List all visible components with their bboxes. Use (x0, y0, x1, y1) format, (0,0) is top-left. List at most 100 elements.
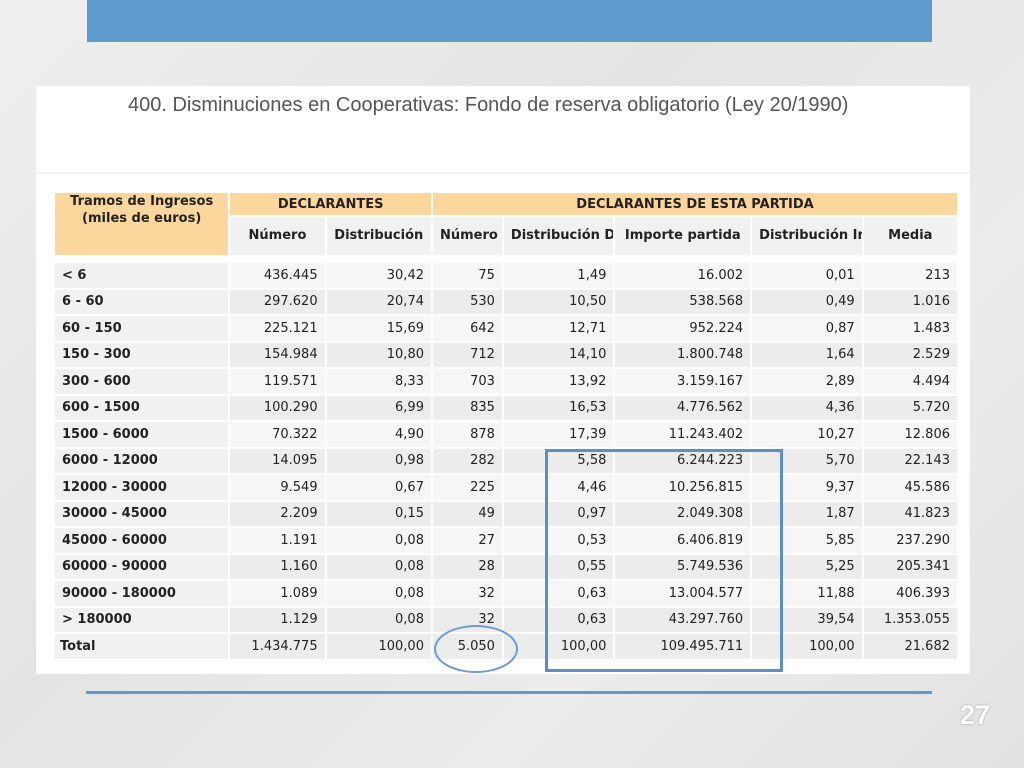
cell-numero2: 75 (432, 263, 502, 288)
cell-importe: 2.049.308 (615, 501, 751, 526)
cell-numero2: 878 (432, 422, 502, 447)
cell-dist-decl: 12,71 (503, 316, 614, 341)
cell-importe: 11.243.402 (615, 422, 751, 447)
cell-media: 406.393 (863, 581, 957, 606)
tramo-cell: 150 - 300 (55, 342, 229, 367)
cell-media: 21.682 (863, 634, 957, 659)
tramo-cell: 600 - 1500 (55, 395, 229, 420)
cell-numero: 119.571 (230, 369, 325, 394)
cell-numero2: 282 (432, 448, 502, 473)
cell-importe: 6.244.223 (615, 448, 751, 473)
col-header-numero: Número (230, 217, 325, 255)
cell-dist-imp: 39,54 (752, 607, 862, 632)
cell-media: 4.494 (863, 369, 957, 394)
cell-numero: 154.984 (230, 342, 325, 367)
table-row: > 180000 1.129 0,08 32 0,63 43.297.760 39,54 1.… (55, 607, 957, 632)
tramos-header-line2: (miles de euros) (82, 211, 202, 226)
cell-importe: 538.568 (615, 289, 751, 314)
cell-dist-imp: 0,01 (752, 263, 862, 288)
cell-numero: 1.160 (230, 554, 325, 579)
table-row: 150 - 300 154.984 10,80 712 14,10 1.800.748 1,… (55, 342, 957, 367)
cell-dist-imp: 4,36 (752, 395, 862, 420)
cell-distribucion: 0,08 (326, 581, 431, 606)
table-row: 6000 - 12000 14.095 0,98 282 5,58 6.244.223 5,… (55, 448, 957, 473)
cell-media: 1.016 (863, 289, 957, 314)
table-row: 90000 - 180000 1.089 0,08 32 0,63 13.004.577 1… (55, 581, 957, 606)
col-header-distribucion: Distribución (326, 217, 431, 255)
cell-dist-imp: 11,88 (752, 581, 862, 606)
cell-numero: 14.095 (230, 448, 325, 473)
table-row: < 6 436.445 30,42 75 1,49 16.002 0,01 213 (55, 263, 957, 288)
cell-dist-decl: 4,46 (503, 475, 614, 500)
cell-dist-decl: 0,63 (503, 581, 614, 606)
cell-importe: 6.406.819 (615, 528, 751, 553)
col-header-numero-partida: Número (432, 217, 502, 255)
tramo-cell: 6000 - 12000 (55, 448, 229, 473)
cell-numero: 100.290 (230, 395, 325, 420)
cell-numero: 1.089 (230, 581, 325, 606)
tramo-cell: > 180000 (55, 607, 229, 632)
cell-dist-imp: 100,00 (752, 634, 862, 659)
cell-dist-decl: 13,92 (503, 369, 614, 394)
highlight-rectangle (545, 449, 783, 672)
income-table: Tramos de Ingresos (miles de euros) DECL… (53, 191, 959, 661)
cell-media: 1.353.055 (863, 607, 957, 632)
cell-distribucion: 0,08 (326, 607, 431, 632)
cell-numero: 1.434.775 (230, 634, 325, 659)
col-header-media: Media (863, 217, 957, 255)
tramos-header-line1: Tramos de Ingresos (70, 194, 214, 209)
highlight-ellipse (434, 625, 518, 673)
cell-distribucion: 0,98 (326, 448, 431, 473)
cell-numero: 1.191 (230, 528, 325, 553)
cell-dist-imp: 10,27 (752, 422, 862, 447)
cell-distribucion: 0,15 (326, 501, 431, 526)
group-header-partida: DECLARANTES DE ESTA PARTIDA (432, 193, 957, 215)
title-divider (36, 172, 970, 174)
cell-dist-imp: 2,89 (752, 369, 862, 394)
cell-numero2: 703 (432, 369, 502, 394)
group-header-declarantes: DECLARANTES (230, 193, 431, 215)
cell-importe: 10.256.815 (615, 475, 751, 500)
cell-dist-imp: 0,49 (752, 289, 862, 314)
cell-numero: 2.209 (230, 501, 325, 526)
cell-distribucion: 8,33 (326, 369, 431, 394)
cell-importe: 3.159.167 (615, 369, 751, 394)
cell-distribucion: 0,08 (326, 554, 431, 579)
tramo-cell: 30000 - 45000 (55, 501, 229, 526)
cell-distribucion: 0,08 (326, 528, 431, 553)
tramo-cell: < 6 (55, 263, 229, 288)
col-header-dist-declarantes: Distribución Declarantes (503, 217, 614, 255)
cell-dist-decl: 0,97 (503, 501, 614, 526)
tramo-cell: 1500 - 6000 (55, 422, 229, 447)
cell-dist-decl: 17,39 (503, 422, 614, 447)
cell-numero2: 642 (432, 316, 502, 341)
cell-dist-decl: 0,53 (503, 528, 614, 553)
cell-numero2: 835 (432, 395, 502, 420)
tramo-cell: 45000 - 60000 (55, 528, 229, 553)
cell-dist-imp: 1,64 (752, 342, 862, 367)
cell-media: 213 (863, 263, 957, 288)
table-row: 6 - 60 297.620 20,74 530 10,50 538.568 0,49 1.0… (55, 289, 957, 314)
table-row: 30000 - 45000 2.209 0,15 49 0,97 2.049.308 1,8… (55, 501, 957, 526)
table-row: 1500 - 6000 70.322 4,90 878 17,39 11.243.402 1… (55, 422, 957, 447)
cell-media: 237.290 (863, 528, 957, 553)
cell-distribucion: 20,74 (326, 289, 431, 314)
cell-distribucion: 100,00 (326, 634, 431, 659)
cell-distribucion: 10,80 (326, 342, 431, 367)
cell-dist-decl: 100,00 (503, 634, 614, 659)
table-body: < 6 436.445 30,42 75 1,49 16.002 0,01 213 6 - 60… (55, 263, 957, 659)
cell-importe: 43.297.760 (615, 607, 751, 632)
cell-importe: 5.749.536 (615, 554, 751, 579)
table-row: 12000 - 30000 9.549 0,67 225 4,46 10.256.815 9… (55, 475, 957, 500)
tramo-cell: 12000 - 30000 (55, 475, 229, 500)
col-header-dist-importe: Distribución Importe (752, 217, 862, 255)
cell-distribucion: 6,99 (326, 395, 431, 420)
cell-numero2: 49 (432, 501, 502, 526)
cell-distribucion: 4,90 (326, 422, 431, 447)
cell-dist-imp: 9,37 (752, 475, 862, 500)
col-header-importe: Importe partida (615, 217, 751, 255)
cell-importe: 16.002 (615, 263, 751, 288)
cell-dist-decl: 16,53 (503, 395, 614, 420)
cell-dist-imp: 5,70 (752, 448, 862, 473)
cell-media: 5.720 (863, 395, 957, 420)
